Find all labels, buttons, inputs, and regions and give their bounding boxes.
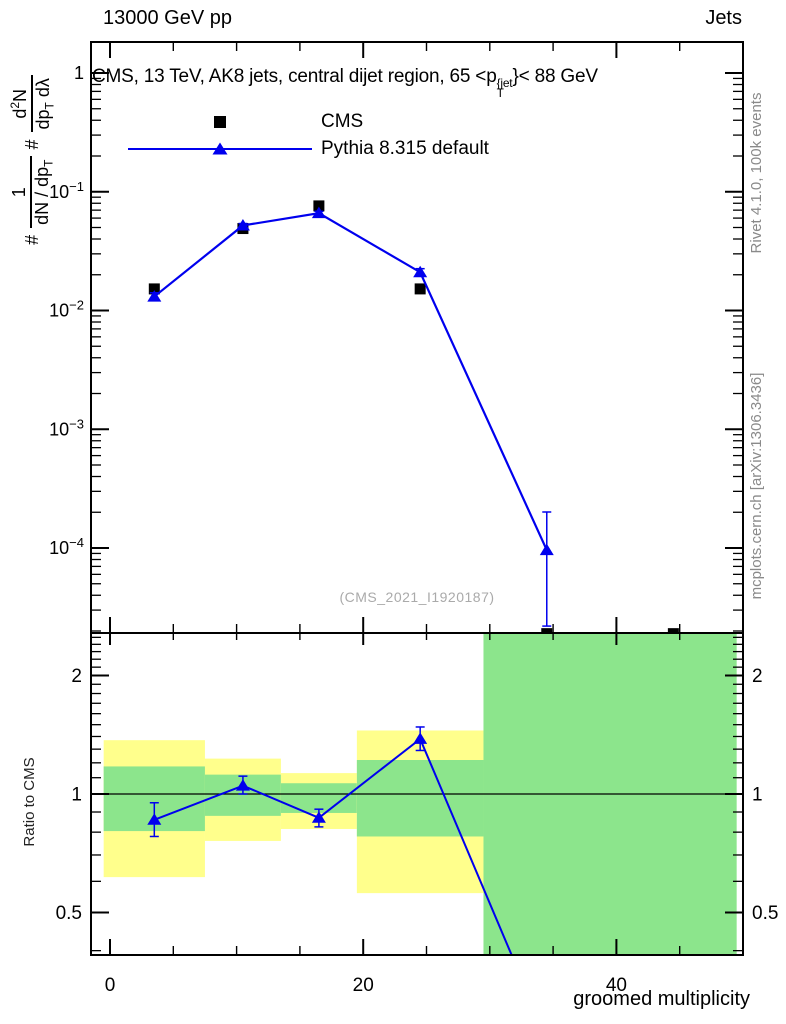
ratio-pythia-marker (147, 813, 162, 825)
cms-data-marker (667, 628, 679, 633)
ratio-uncertainty-bands (103, 633, 737, 955)
pythia-data-marker (311, 206, 326, 219)
cms-data-marker (313, 200, 325, 212)
cms-data-marker (414, 283, 426, 295)
ylabel-f2-denominator: dpT dλ (32, 78, 57, 130)
pythia-line-triangle-marker-icon (128, 141, 312, 157)
cms-data-marker (148, 283, 160, 295)
axis-ticks (91, 42, 744, 955)
ylabel-f1-numerator: 1 (9, 156, 33, 228)
svg-text:2: 2 (71, 666, 82, 687)
svg-text:10−4: 10−4 (49, 535, 84, 558)
ylabel-hash-2: # (22, 139, 43, 150)
legend-label-cms: CMS (321, 110, 364, 132)
svg-text:2: 2 (752, 666, 763, 687)
ratio-series (91, 726, 743, 955)
analysis-group-label: Jets (705, 7, 742, 29)
plot-title-pre: CMS, 13 TeV, AK8 jets, central dijet reg… (92, 66, 497, 87)
mcplots-reference-note: mcplots.cern.ch [arXiv:1306.3436] (748, 372, 765, 600)
pythia-data-marker (539, 543, 554, 556)
plot-title-superscript: {jet (496, 76, 513, 90)
ylabel-hash-1: # (22, 234, 43, 245)
legend-entry-pythia: Pythia 8.315 default (128, 135, 489, 162)
legend: CMS Pythia 8.315 default (128, 108, 489, 162)
pythia-line (153, 212, 548, 551)
legend-entry-cms: CMS (128, 108, 489, 135)
generator-version-note: Rivet 4.1.0, 100k events (748, 92, 765, 254)
svg-text:20: 20 (353, 975, 374, 996)
svg-text:40: 40 (606, 975, 627, 996)
beam-energy-label: 13000 GeV pp (103, 7, 232, 29)
pythia-data-marker (147, 290, 162, 302)
ylabel-fraction-2: d2N dpT dλ (8, 75, 57, 133)
svg-text:1: 1 (74, 63, 84, 83)
svg-text:1: 1 (752, 785, 763, 806)
pt-jet-stack: {jet T (496, 76, 513, 100)
cms-data-marker (541, 628, 553, 633)
svg-text:10−2: 10−2 (49, 298, 84, 321)
ylabel-fraction-1: 1 dN / dpT (9, 156, 56, 228)
svg-text:1: 1 (71, 785, 82, 806)
x-axis-title: groomed multiplicity (573, 988, 750, 1010)
ratio-pythia-marker (235, 779, 250, 791)
analysis-id-watermark: (CMS_2021_I1920187) (339, 589, 495, 605)
ratio-axis-title: Ratio to CMS (21, 757, 38, 847)
green-band (483, 633, 737, 955)
svg-text:10−1: 10−1 (49, 179, 84, 202)
svg-text:10−3: 10−3 (49, 416, 84, 439)
pythia-data-marker (235, 218, 250, 231)
svg-text:0.5: 0.5 (752, 903, 778, 924)
legend-label-pythia: Pythia 8.315 default (321, 137, 489, 159)
pythia-data-marker (413, 265, 428, 278)
plot-title-post: }< 88 GeV (512, 66, 598, 87)
ylabel-f2-numerator: d2N (8, 75, 33, 133)
ylabel-f1-denominator: dN / dpT (32, 159, 56, 225)
ratio-pythia-marker (311, 811, 326, 823)
ratio-pythia-marker (413, 732, 428, 744)
y-axis-title: # 1 dN / dpT # d2N dpT dλ (4, 30, 62, 290)
plot-title-subscript: T (496, 85, 504, 100)
svg-text:0: 0 (105, 975, 116, 996)
main-series (147, 200, 679, 633)
green-band (356, 760, 484, 837)
axis-tick-labels: 0 20 40 1 10−1 10−2 10−3 10−4 0.5 0.5 1 1 2 2 (49, 63, 778, 996)
cms-square-marker-icon (128, 115, 312, 128)
svg-text:0.5: 0.5 (56, 903, 82, 924)
plot-title: CMS, 13 TeV, AK8 jets, central dijet reg… (92, 66, 598, 98)
